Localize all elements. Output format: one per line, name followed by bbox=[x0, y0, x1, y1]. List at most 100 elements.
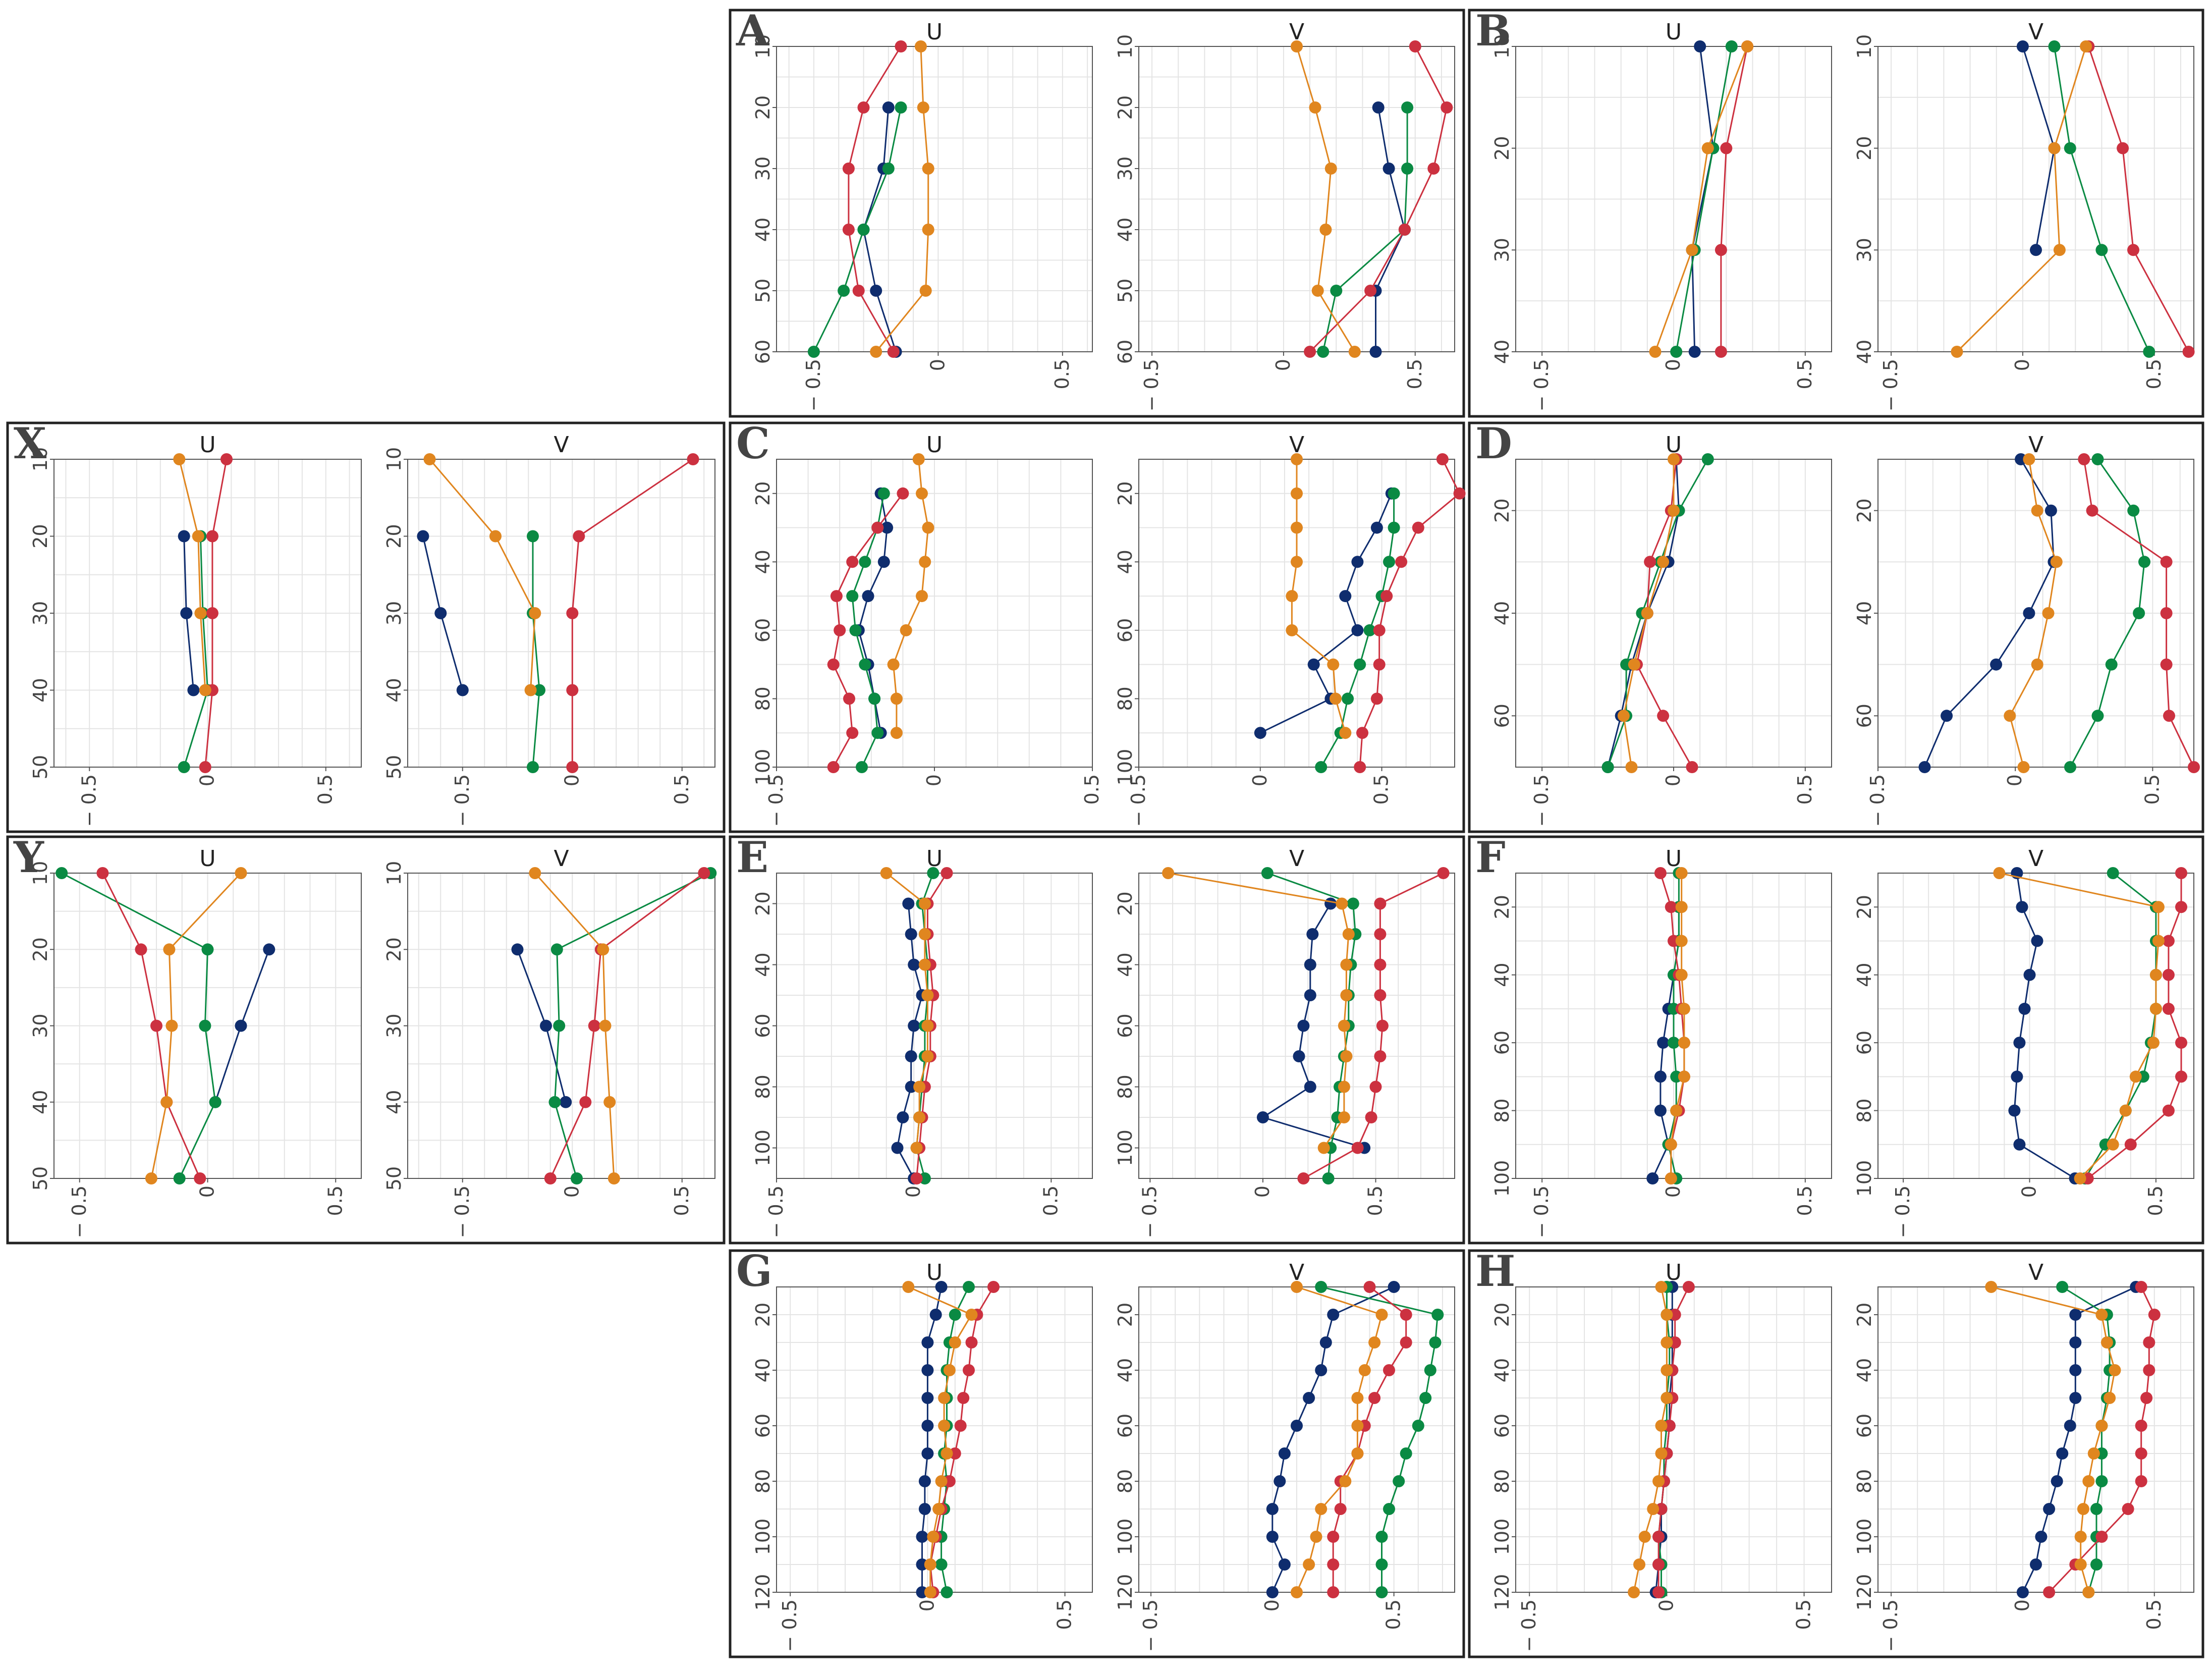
x-tick-label: 0 bbox=[902, 1185, 924, 1198]
data-point bbox=[1436, 453, 1449, 465]
series-orange bbox=[1286, 453, 1352, 739]
data-point bbox=[194, 607, 207, 619]
data-point bbox=[194, 1172, 206, 1184]
data-point bbox=[1638, 1531, 1651, 1543]
series-green bbox=[2064, 453, 2150, 773]
data-point bbox=[1351, 1420, 1364, 1432]
data-point bbox=[949, 1336, 961, 1349]
data-point bbox=[2160, 607, 2173, 619]
x-tick-label: 0 bbox=[916, 1599, 938, 1611]
series-red bbox=[2043, 1281, 2161, 1598]
y-tick-label: 80 bbox=[752, 1074, 774, 1099]
y-tick-label: 120 bbox=[1491, 1574, 1513, 1611]
subplot-v: V 10 20 30 40− 0.5 0 0.5 bbox=[1853, 19, 2195, 411]
data-point bbox=[1382, 163, 1395, 175]
panel-letter: Y bbox=[13, 832, 44, 882]
data-point bbox=[887, 658, 900, 671]
data-point bbox=[921, 1447, 934, 1460]
data-point bbox=[2074, 1558, 2087, 1571]
x-tick-label: 0 bbox=[1249, 774, 1271, 786]
data-point bbox=[908, 958, 920, 971]
data-point bbox=[1686, 761, 1698, 773]
y-tick-label: 50 bbox=[29, 755, 51, 779]
data-point bbox=[163, 943, 176, 956]
data-point bbox=[910, 1172, 923, 1184]
y-tick-label: 100 bbox=[752, 1129, 774, 1166]
data-point bbox=[199, 684, 211, 696]
data-point bbox=[1291, 453, 1303, 465]
data-point bbox=[2162, 935, 2175, 947]
data-point bbox=[830, 590, 843, 603]
series-red bbox=[544, 867, 710, 1184]
plot-frame bbox=[1877, 1286, 2194, 1593]
data-point bbox=[1266, 1503, 1279, 1515]
y-tick-label: 40 bbox=[383, 678, 405, 702]
data-point bbox=[1339, 590, 1352, 603]
y-tick-label: 30 bbox=[383, 1013, 405, 1038]
y-tick-label: 30 bbox=[1853, 238, 1875, 262]
data-point bbox=[1675, 935, 1688, 947]
data-point bbox=[2104, 1392, 2116, 1404]
series-line bbox=[2062, 1286, 2111, 1593]
data-point bbox=[1649, 346, 1662, 358]
data-point bbox=[905, 928, 917, 940]
series-red bbox=[2081, 867, 2187, 1184]
series-line bbox=[908, 1286, 973, 1592]
y-tick-label: 20 bbox=[383, 937, 405, 961]
data-point bbox=[2016, 40, 2029, 52]
data-point bbox=[1162, 867, 1175, 879]
data-point bbox=[1661, 1336, 1673, 1349]
data-point bbox=[529, 867, 541, 879]
data-point bbox=[938, 1392, 951, 1404]
x-tick-label: 0 bbox=[196, 774, 218, 786]
y-tick-label: 40 bbox=[1491, 601, 1513, 625]
data-point bbox=[56, 867, 68, 879]
data-point bbox=[553, 1019, 566, 1032]
y-tick-label: 20 bbox=[752, 891, 774, 915]
y-tick-label: 20 bbox=[1853, 498, 1875, 522]
y-tick-label: 80 bbox=[1114, 686, 1136, 711]
x-tick-label: 0 bbox=[561, 1185, 583, 1198]
data-point bbox=[1951, 346, 1963, 358]
y-tick-label: 100 bbox=[752, 1519, 774, 1555]
series-red bbox=[924, 1281, 1000, 1598]
y-tick-label: 40 bbox=[1853, 340, 1875, 364]
data-point bbox=[1670, 1104, 1683, 1117]
data-point bbox=[2013, 1138, 2026, 1151]
series-orange bbox=[880, 867, 934, 1154]
series-line bbox=[886, 872, 928, 1148]
y-tick-label: 40 bbox=[752, 952, 774, 977]
data-point bbox=[2053, 244, 2066, 256]
data-point bbox=[932, 1503, 945, 1515]
x-tick-label: 0.5 bbox=[1081, 774, 1103, 804]
data-point bbox=[1278, 1558, 1291, 1571]
data-point bbox=[1409, 40, 1421, 52]
data-point bbox=[2175, 867, 2187, 879]
series-line bbox=[1309, 46, 1448, 353]
y-tick-label: 120 bbox=[752, 1574, 774, 1611]
series-orange bbox=[887, 453, 934, 739]
data-point bbox=[2175, 1037, 2187, 1049]
data-point bbox=[842, 163, 855, 175]
data-point bbox=[2095, 1475, 2108, 1487]
panel-letter: E bbox=[736, 832, 768, 882]
data-point bbox=[963, 1281, 975, 1293]
y-tick-label: 50 bbox=[752, 279, 774, 303]
data-point bbox=[2127, 244, 2139, 256]
plot-frame bbox=[1515, 1286, 1832, 1593]
data-point bbox=[1278, 1447, 1291, 1460]
subplot-u: U 10 20 30 40 50 − 0.5 0 0.5 bbox=[29, 432, 362, 827]
series-orange bbox=[145, 867, 247, 1184]
y-tick-label: 100 bbox=[1853, 1160, 1875, 1197]
x-tick-label: 0.5 bbox=[1039, 1185, 1062, 1216]
data-point bbox=[579, 1096, 592, 1108]
panel-border bbox=[6, 835, 726, 1245]
data-point bbox=[540, 1019, 552, 1032]
data-point bbox=[1441, 101, 1453, 114]
data-point bbox=[573, 530, 585, 543]
data-point bbox=[2031, 504, 2043, 517]
